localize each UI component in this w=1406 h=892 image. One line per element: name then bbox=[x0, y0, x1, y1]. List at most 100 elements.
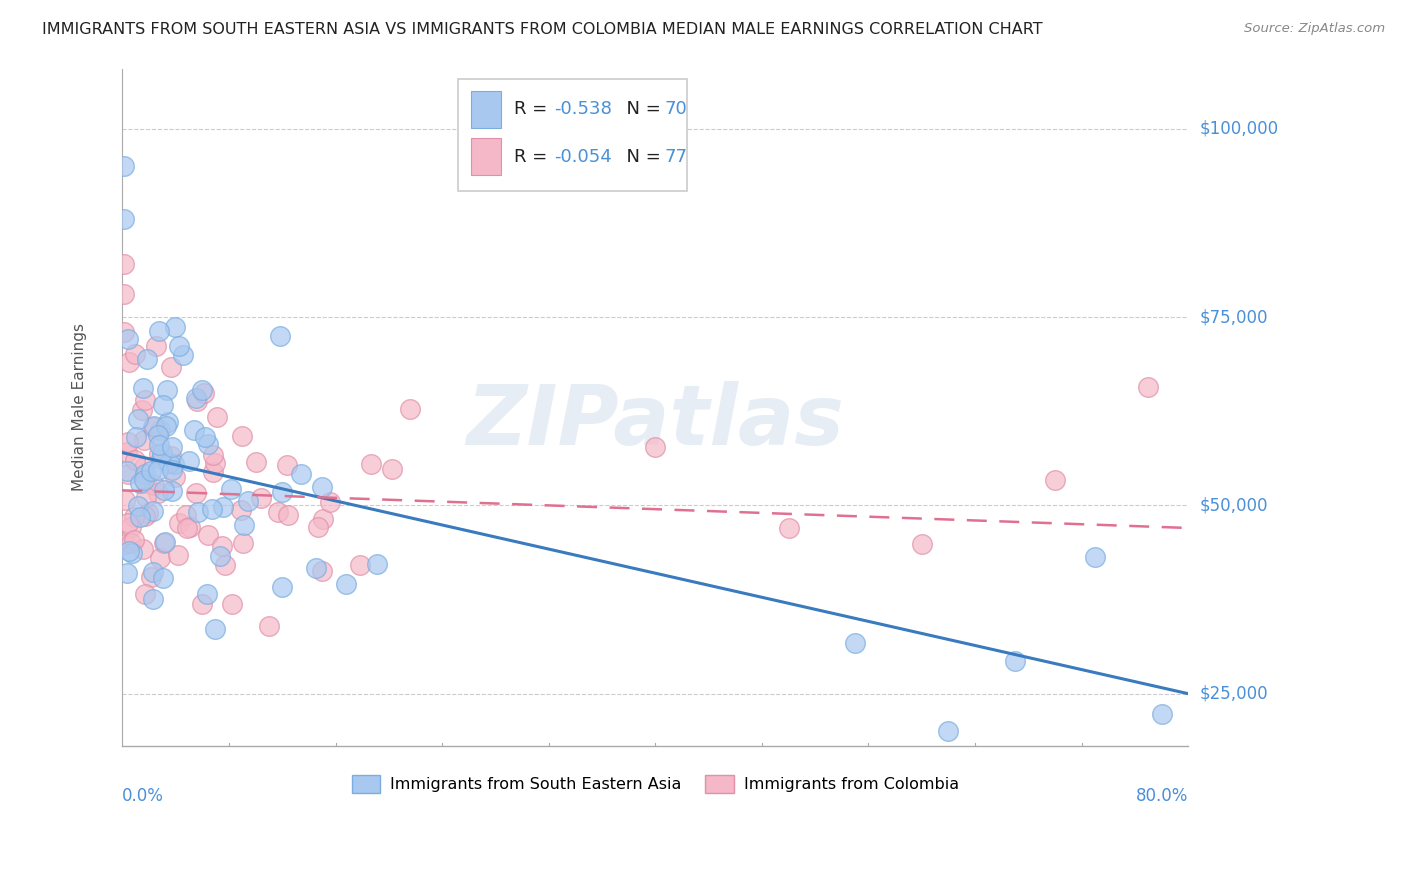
Point bbox=[127, 411, 149, 425]
Point bbox=[127, 500, 149, 514]
Point bbox=[165, 320, 187, 334]
Text: $75,000: $75,000 bbox=[1199, 308, 1268, 326]
Legend: Immigrants from South Eastern Asia, Immigrants from Colombia: Immigrants from South Eastern Asia, Immi… bbox=[346, 768, 966, 799]
Text: 0.0%: 0.0% bbox=[122, 787, 165, 805]
Point bbox=[167, 516, 190, 530]
Point bbox=[135, 490, 157, 504]
Point bbox=[172, 348, 194, 362]
Point bbox=[195, 587, 218, 601]
Point bbox=[153, 483, 176, 498]
Point bbox=[176, 521, 198, 535]
Point bbox=[118, 544, 141, 558]
Point bbox=[312, 512, 335, 526]
Point bbox=[938, 724, 960, 739]
Point bbox=[194, 430, 217, 444]
Text: $25,000: $25,000 bbox=[1199, 685, 1268, 703]
Point bbox=[112, 257, 135, 271]
Point bbox=[212, 500, 235, 514]
Point bbox=[911, 537, 934, 551]
Point bbox=[145, 339, 167, 353]
Point bbox=[124, 453, 146, 467]
Point bbox=[231, 429, 253, 443]
Text: 70: 70 bbox=[665, 100, 688, 119]
Point bbox=[132, 433, 155, 447]
Point bbox=[202, 465, 225, 479]
Point bbox=[148, 447, 170, 461]
Point bbox=[1137, 380, 1160, 394]
Point bbox=[183, 423, 205, 437]
Point bbox=[208, 549, 231, 564]
Point bbox=[153, 536, 176, 550]
Point bbox=[117, 566, 139, 580]
Point bbox=[132, 381, 155, 395]
Text: N =: N = bbox=[614, 148, 666, 166]
Point bbox=[157, 416, 180, 430]
Point bbox=[157, 456, 180, 470]
Point bbox=[232, 536, 254, 550]
Point bbox=[122, 533, 145, 547]
Point bbox=[163, 457, 186, 471]
Point bbox=[149, 423, 172, 437]
Text: Median Male Earnings: Median Male Earnings bbox=[72, 324, 87, 491]
Point bbox=[117, 332, 139, 346]
Point bbox=[201, 501, 224, 516]
Point bbox=[187, 505, 209, 519]
Point bbox=[160, 484, 183, 499]
Point bbox=[179, 520, 201, 534]
Point bbox=[186, 394, 208, 409]
Point bbox=[174, 508, 197, 522]
FancyBboxPatch shape bbox=[471, 91, 501, 128]
Text: 80.0%: 80.0% bbox=[1136, 787, 1188, 805]
Point bbox=[141, 465, 163, 479]
Point bbox=[134, 509, 156, 524]
Point bbox=[221, 597, 243, 611]
Point bbox=[117, 467, 139, 482]
Point bbox=[132, 473, 155, 487]
Point bbox=[844, 636, 866, 650]
Point bbox=[277, 508, 299, 522]
Point bbox=[399, 402, 422, 417]
Point bbox=[1084, 550, 1107, 565]
Point bbox=[159, 449, 181, 463]
Point bbox=[204, 456, 226, 470]
Text: R =: R = bbox=[513, 100, 553, 119]
Text: -0.538: -0.538 bbox=[554, 100, 612, 119]
Point bbox=[132, 541, 155, 556]
Point bbox=[142, 565, 165, 579]
Point bbox=[112, 325, 135, 339]
Point bbox=[267, 505, 290, 519]
Point bbox=[214, 558, 236, 572]
Point bbox=[197, 437, 219, 451]
Point bbox=[152, 398, 174, 412]
Point bbox=[160, 359, 183, 374]
Point bbox=[153, 535, 176, 549]
Point bbox=[120, 519, 142, 533]
Point bbox=[179, 454, 201, 468]
Point bbox=[114, 537, 136, 551]
Point bbox=[120, 536, 142, 550]
Point bbox=[134, 467, 156, 482]
Point bbox=[142, 592, 165, 607]
Point bbox=[128, 475, 150, 490]
Point bbox=[112, 287, 135, 301]
Point bbox=[366, 557, 388, 571]
Point bbox=[149, 452, 172, 467]
Point bbox=[134, 587, 156, 601]
Point bbox=[193, 386, 215, 401]
Point bbox=[319, 494, 342, 508]
Text: IMMIGRANTS FROM SOUTH EASTERN ASIA VS IMMIGRANTS FROM COLOMBIA MEDIAN MALE EARNI: IMMIGRANTS FROM SOUTH EASTERN ASIA VS IM… bbox=[42, 22, 1043, 37]
Point bbox=[160, 440, 183, 454]
Point bbox=[290, 467, 312, 482]
Point bbox=[644, 440, 666, 454]
Point bbox=[1004, 654, 1026, 668]
Point bbox=[276, 458, 298, 472]
Point bbox=[190, 383, 212, 397]
Point bbox=[146, 486, 169, 500]
Point bbox=[349, 558, 371, 573]
Point bbox=[1150, 706, 1173, 721]
Point bbox=[134, 392, 156, 407]
Point bbox=[121, 546, 143, 560]
Point bbox=[202, 448, 225, 462]
Point bbox=[219, 482, 242, 496]
Point bbox=[148, 438, 170, 452]
